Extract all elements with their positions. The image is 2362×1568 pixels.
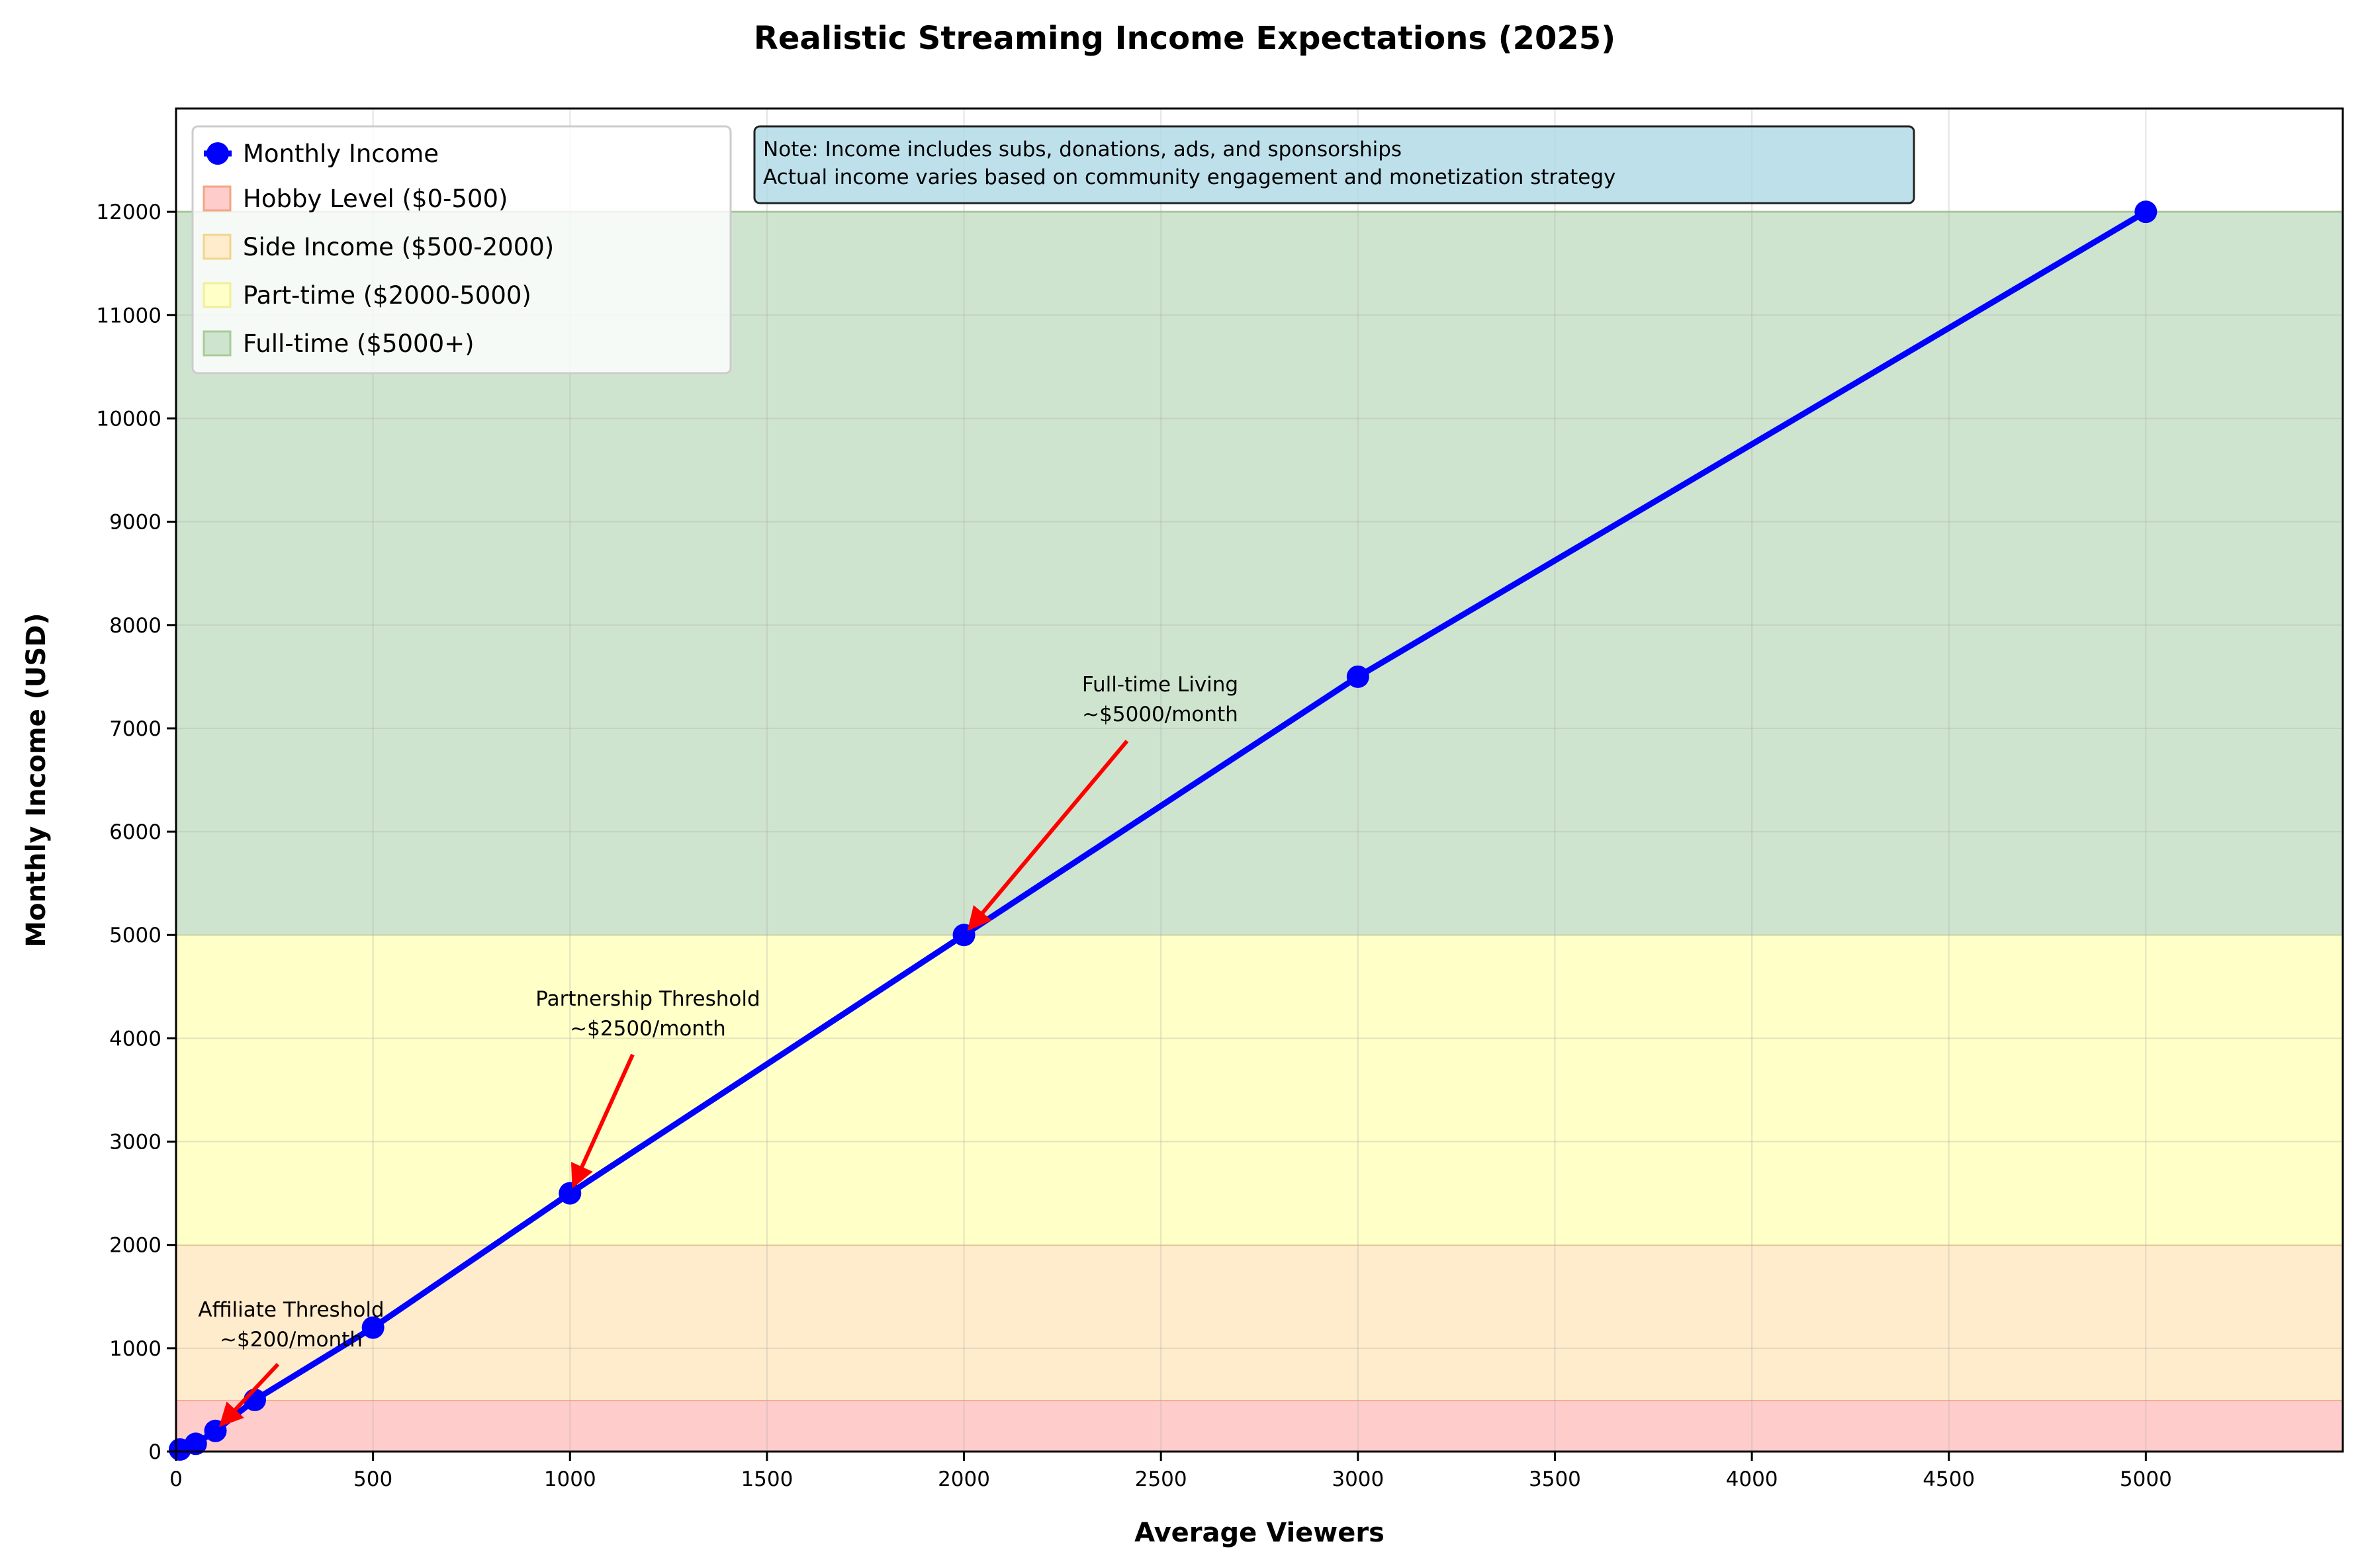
data-point — [559, 1182, 582, 1205]
y-tick-label: 8000 — [109, 614, 161, 638]
y-tick-label: 3000 — [109, 1131, 161, 1154]
x-tick-label: 3500 — [1529, 1467, 1581, 1491]
x-tick-label: 1500 — [741, 1467, 793, 1491]
annotation-text: Affiliate Threshold — [198, 1298, 384, 1322]
note-line: Actual income varies based on community … — [763, 165, 1615, 189]
y-tick-label: 7000 — [109, 717, 161, 741]
band-1 — [176, 1244, 2343, 1400]
x-tick-label: 2000 — [938, 1467, 990, 1491]
x-tick-label: 5000 — [2120, 1467, 2172, 1491]
data-point — [184, 1432, 207, 1456]
legend-marker-swatch — [206, 142, 229, 165]
y-axis-label: Monthly Income (USD) — [21, 613, 52, 947]
y-tick-label: 12000 — [96, 200, 161, 224]
x-tick-label: 3000 — [1332, 1467, 1384, 1491]
band-0 — [176, 1399, 2343, 1452]
note-line: Note: Income includes subs, donations, a… — [763, 138, 1402, 161]
annotation-text: ~$2500/month — [570, 1017, 726, 1041]
y-tick-label: 1000 — [109, 1337, 161, 1361]
annotation-text: Partnership Threshold — [535, 987, 760, 1011]
annotation-arrow — [218, 1362, 280, 1427]
legend-swatch — [203, 234, 232, 260]
chart-title: Realistic Streaming Income Expectations … — [754, 20, 1615, 57]
band-2 — [176, 935, 2343, 1245]
data-point — [361, 1316, 385, 1339]
legend-swatch — [203, 185, 232, 212]
legend-label: Hobby Level ($0-500) — [243, 185, 508, 213]
y-tick-label: 5000 — [109, 924, 161, 947]
legend-box — [191, 125, 732, 374]
plot-frame — [175, 107, 2344, 1453]
x-tick-label: 0 — [169, 1467, 183, 1491]
y-tick-label: 11000 — [96, 304, 161, 327]
y-tick-label: 9000 — [109, 511, 161, 535]
x-axis-label: Average Viewers — [1134, 1518, 1385, 1548]
annotation-text: ~$200/month — [220, 1328, 363, 1352]
note-box — [753, 125, 1915, 204]
x-tick-label: 1000 — [544, 1467, 596, 1491]
x-tick-label: 500 — [353, 1467, 392, 1491]
y-tick-label: 10000 — [96, 407, 161, 431]
x-tick-label: 4000 — [1726, 1467, 1778, 1491]
annotation-arrow — [570, 1053, 635, 1189]
data-point — [2134, 200, 2158, 224]
data-point — [1346, 665, 1369, 688]
x-tick-label: 4500 — [1923, 1467, 1975, 1491]
legend-label: Full-time ($5000+) — [243, 329, 475, 358]
legend-label: Monthly Income — [243, 140, 439, 168]
annotation-text: Full-time Living — [1082, 673, 1238, 697]
x-tick-label: 2500 — [1135, 1467, 1187, 1491]
legend-label: Side Income ($500-2000) — [243, 233, 554, 261]
annotation-arrow — [967, 740, 1129, 932]
legend-swatch — [203, 282, 232, 308]
y-tick-label: 2000 — [109, 1234, 161, 1258]
legend-label: Part-time ($2000-5000) — [243, 281, 531, 310]
annotation-text: ~$5000/month — [1082, 703, 1238, 726]
y-tick-label: 6000 — [109, 820, 161, 844]
y-tick-label: 0 — [148, 1440, 161, 1464]
y-tick-label: 4000 — [109, 1027, 161, 1051]
legend-swatch — [203, 330, 232, 357]
